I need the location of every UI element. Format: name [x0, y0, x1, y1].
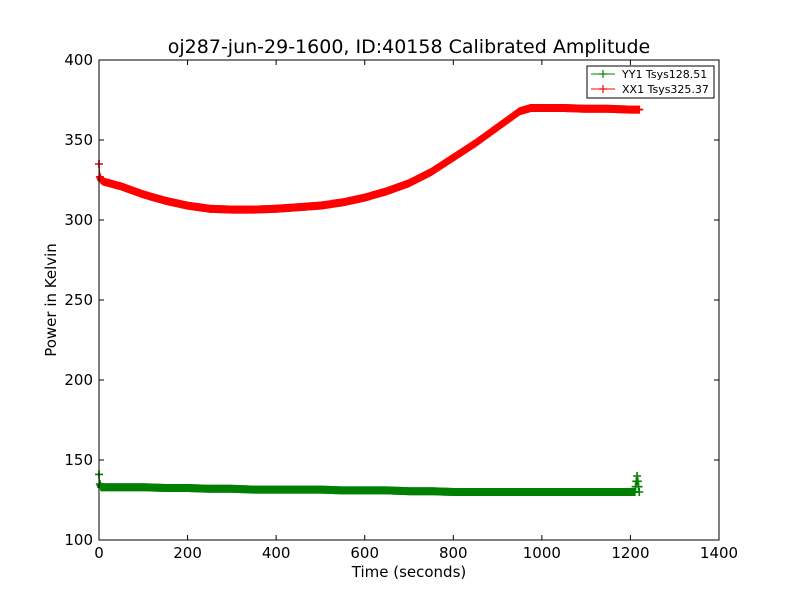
x-tick-label: 800	[439, 544, 468, 562]
series-xx1	[95, 104, 644, 214]
x-tick-label: 400	[262, 544, 291, 562]
x-axis-label: Time (seconds)	[351, 563, 467, 581]
series-yy1	[95, 470, 644, 496]
y-tick-label: 350	[64, 131, 93, 149]
axis-ticks: 0 200 400 600 800 1000 1200 1400 100 150 200 250 300…	[64, 51, 738, 562]
legend-marker	[599, 85, 607, 93]
y-axis-label: Power in Kelvin	[42, 243, 60, 357]
chart-title: oj287-jun-29-1600, ID:40158 Calibrated A…	[168, 36, 650, 58]
y-tick-label: 250	[64, 291, 93, 309]
x-tick-label: 1200	[611, 544, 649, 562]
legend: YY1 Tsys128.51 XX1 Tsys325.37	[586, 65, 715, 99]
plot-area	[95, 104, 644, 496]
y-tick-label: 150	[64, 451, 93, 469]
axes-frame	[98, 59, 720, 541]
x-tick-label: 200	[173, 544, 202, 562]
data-point	[635, 105, 644, 114]
legend-label: YY1 Tsys128.51	[621, 68, 707, 81]
y-tick-label: 300	[64, 211, 93, 229]
x-tick-label: 0	[94, 544, 104, 562]
legend-marker	[599, 70, 607, 78]
y-tick-label: 100	[64, 531, 93, 549]
x-tick-label: 1400	[700, 544, 738, 562]
x-tick-label: 600	[350, 544, 379, 562]
legend-label: XX1 Tsys325.37	[622, 83, 709, 96]
legend-frame	[586, 65, 715, 99]
data-point	[635, 488, 644, 496]
x-tick-label: 1000	[523, 544, 561, 562]
y-tick-label: 200	[64, 371, 93, 389]
y-tick-label: 400	[64, 51, 93, 69]
